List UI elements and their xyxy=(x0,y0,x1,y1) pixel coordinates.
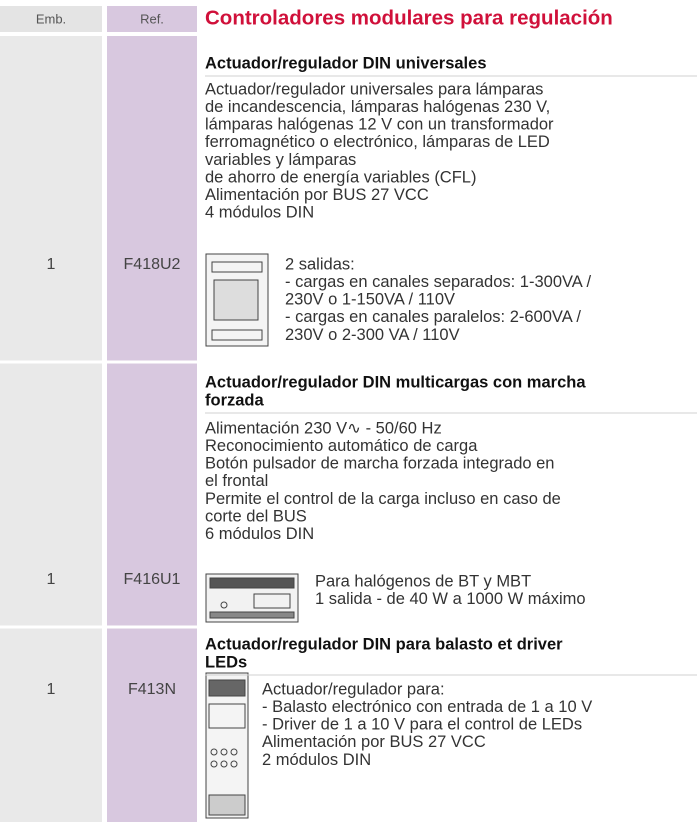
feature-line: - cargas en canales separados: 1-300VA / xyxy=(285,273,591,291)
description-line: corte del BUS xyxy=(205,507,307,525)
emb-value: 1 xyxy=(47,571,56,588)
description-line: Reconocimiento automático de carga xyxy=(205,437,478,455)
feature-line: 2 salidas: xyxy=(285,255,355,273)
ref-header-cell xyxy=(107,6,197,32)
product-heading: LEDs xyxy=(205,653,247,671)
product-heading: Actuador/regulador DIN universales xyxy=(205,54,487,72)
ref-column xyxy=(107,36,197,822)
description-line: de ahorro de energía variables (CFL) xyxy=(205,168,476,186)
feature-line: 2 módulos DIN xyxy=(262,751,371,769)
description-line: Alimentación por BUS 27 VCC xyxy=(205,186,429,204)
device-icon xyxy=(205,253,269,347)
description-line: 6 módulos DIN xyxy=(205,525,314,543)
ref-value: F416U1 xyxy=(124,571,181,588)
emb-header: Emb. xyxy=(36,11,66,26)
ref-header: Ref. xyxy=(140,11,164,26)
ref-value: F413N xyxy=(128,681,176,698)
description-line: de incandescencia, lámparas halógenas 23… xyxy=(205,98,550,116)
feature-line: Actuador/regulador para: xyxy=(262,680,445,698)
feature-line: - cargas en canales paralelos: 2-600VA / xyxy=(285,308,581,326)
product-heading: Actuador/regulador DIN multicargas con m… xyxy=(205,373,586,391)
description-line: el frontal xyxy=(205,472,268,490)
description-line: Permite el control de la carga incluso e… xyxy=(205,490,561,508)
emb-value: 1 xyxy=(47,681,56,698)
feature-line: 1 salida - de 40 W a 1000 W máximo xyxy=(315,590,586,608)
feature-line: - Balasto electrónico con entrada de 1 a… xyxy=(262,698,592,716)
description-line: 4 módulos DIN xyxy=(205,204,314,222)
description-line: Alimentación 230 V∿ - 50/60 Hz xyxy=(205,419,442,437)
feature-line: - Driver de 1 a 10 V para el control de … xyxy=(262,716,582,734)
feature-line: 230V o 2-300 VA / 110V xyxy=(285,326,460,344)
description-line: Botón pulsador de marcha forzada integra… xyxy=(205,455,554,473)
emb-column xyxy=(0,36,102,822)
ref-value: F418U2 xyxy=(124,256,181,273)
feature-line: 230V o 1-150VA / 110V xyxy=(285,291,455,309)
product-heading: forzada xyxy=(205,391,265,409)
description-line: lámparas halógenas 12 V con un transform… xyxy=(205,116,554,134)
emb-header-cell xyxy=(0,6,102,32)
description-line: Actuador/regulador universales para lámp… xyxy=(205,80,543,98)
product-heading: Actuador/regulador DIN para balasto et d… xyxy=(205,635,563,653)
device-icon xyxy=(205,573,299,623)
description-line: ferromagnético o electrónico, lámparas d… xyxy=(205,133,550,151)
description-line: variables y lámparas xyxy=(205,151,356,169)
section-title: Controladores modulares para regulación xyxy=(205,6,613,29)
feature-line: Para halógenos de BT y MBT xyxy=(315,572,531,590)
emb-value: 1 xyxy=(47,256,56,273)
feature-line: Alimentación por BUS 27 VCC xyxy=(262,733,486,751)
device-icon xyxy=(205,672,249,819)
